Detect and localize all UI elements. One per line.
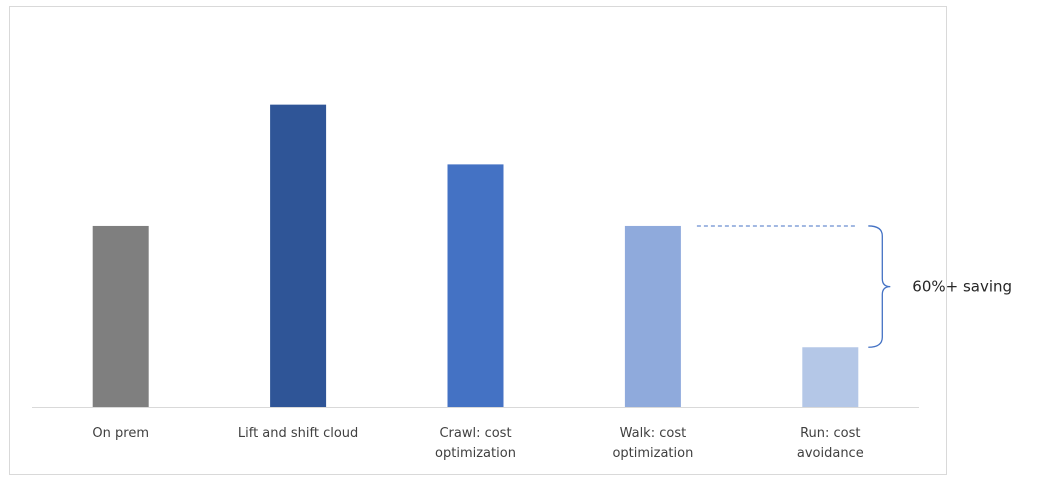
x-tick-label-line: Lift and shift cloud <box>238 426 358 441</box>
x-tick-label-line: Crawl: cost <box>439 426 511 441</box>
bar-1 <box>92 225 149 407</box>
x-tick-label-1: On prem <box>92 426 149 441</box>
x-tick-label-4: Walk: cost optimization <box>612 426 693 461</box>
bar-4 <box>624 225 681 407</box>
saving-annotation-label: 60%+ saving <box>912 278 1012 296</box>
x-tick-label-line: optimization <box>612 446 693 461</box>
x-tick-label-line: avoidance <box>797 446 864 461</box>
x-tick-label-5: Run: cost avoidance <box>797 426 864 461</box>
saving-annotation: 60%+ saving <box>696 225 1012 348</box>
x-tick-label-line: Run: cost <box>800 426 860 441</box>
x-tick-label-line: optimization <box>435 446 516 461</box>
bars-layer <box>92 104 859 408</box>
x-tick-label-line: On prem <box>92 426 149 441</box>
tick-labels-layer: On prem Lift and shift cloud Crawl: cost op… <box>92 426 863 461</box>
x-tick-label-2: Lift and shift cloud <box>238 426 358 441</box>
x-tick-label-line: Walk: cost <box>620 426 687 441</box>
bar-2 <box>270 104 327 408</box>
bar-5 <box>802 347 859 407</box>
bar-3 <box>447 164 504 407</box>
curly-brace <box>868 225 891 348</box>
x-tick-label-3: Crawl: cost optimization <box>435 426 516 461</box>
